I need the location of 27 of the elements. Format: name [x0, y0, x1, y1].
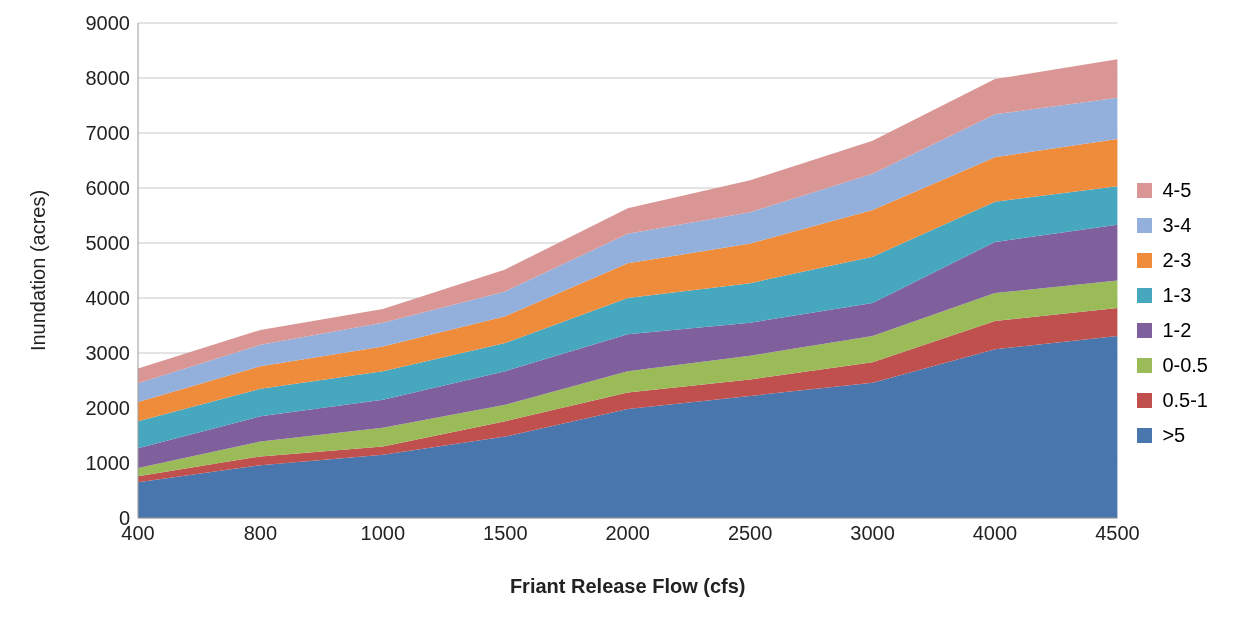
x-tick-label: 2000 [605, 522, 650, 545]
y-tick-label: 8000 [85, 67, 130, 90]
x-tick-label: 2500 [727, 522, 773, 545]
x-tick-label: 800 [243, 522, 278, 545]
legend-label: 3-4 [1162, 214, 1192, 237]
y-tick-label: 9000 [85, 12, 130, 35]
x-tick-label: 4000 [972, 522, 1018, 545]
x-axis-title: Friant Release Flow (cfs) [509, 575, 746, 597]
legend-label: 1-2 [1162, 319, 1192, 342]
y-tick-label: 3000 [85, 342, 130, 365]
legend-label: 2-3 [1162, 249, 1192, 272]
x-tick-label: 3000 [850, 522, 895, 545]
y-tick-label: 2000 [85, 397, 130, 420]
legend-label: 1-3 [1162, 284, 1192, 307]
y-axis-title: Inundation (acres) [27, 189, 50, 352]
y-tick-label: 1000 [85, 452, 130, 475]
y-tick-label: 6000 [85, 177, 130, 200]
legend-label: 4-5 [1162, 179, 1192, 202]
y-tick-label: 5000 [85, 232, 130, 255]
y-tick-label: 4000 [85, 287, 130, 310]
x-tick-label: 1000 [360, 522, 406, 545]
x-tick-label: 4500 [1095, 522, 1140, 545]
legend-label: >5 [1162, 424, 1186, 447]
legend-label: 0.5-1 [1162, 389, 1208, 412]
y-tick-label: 7000 [85, 122, 130, 145]
x-tick-label: 1500 [483, 522, 528, 545]
legend-label: 0-0.5 [1162, 354, 1208, 377]
